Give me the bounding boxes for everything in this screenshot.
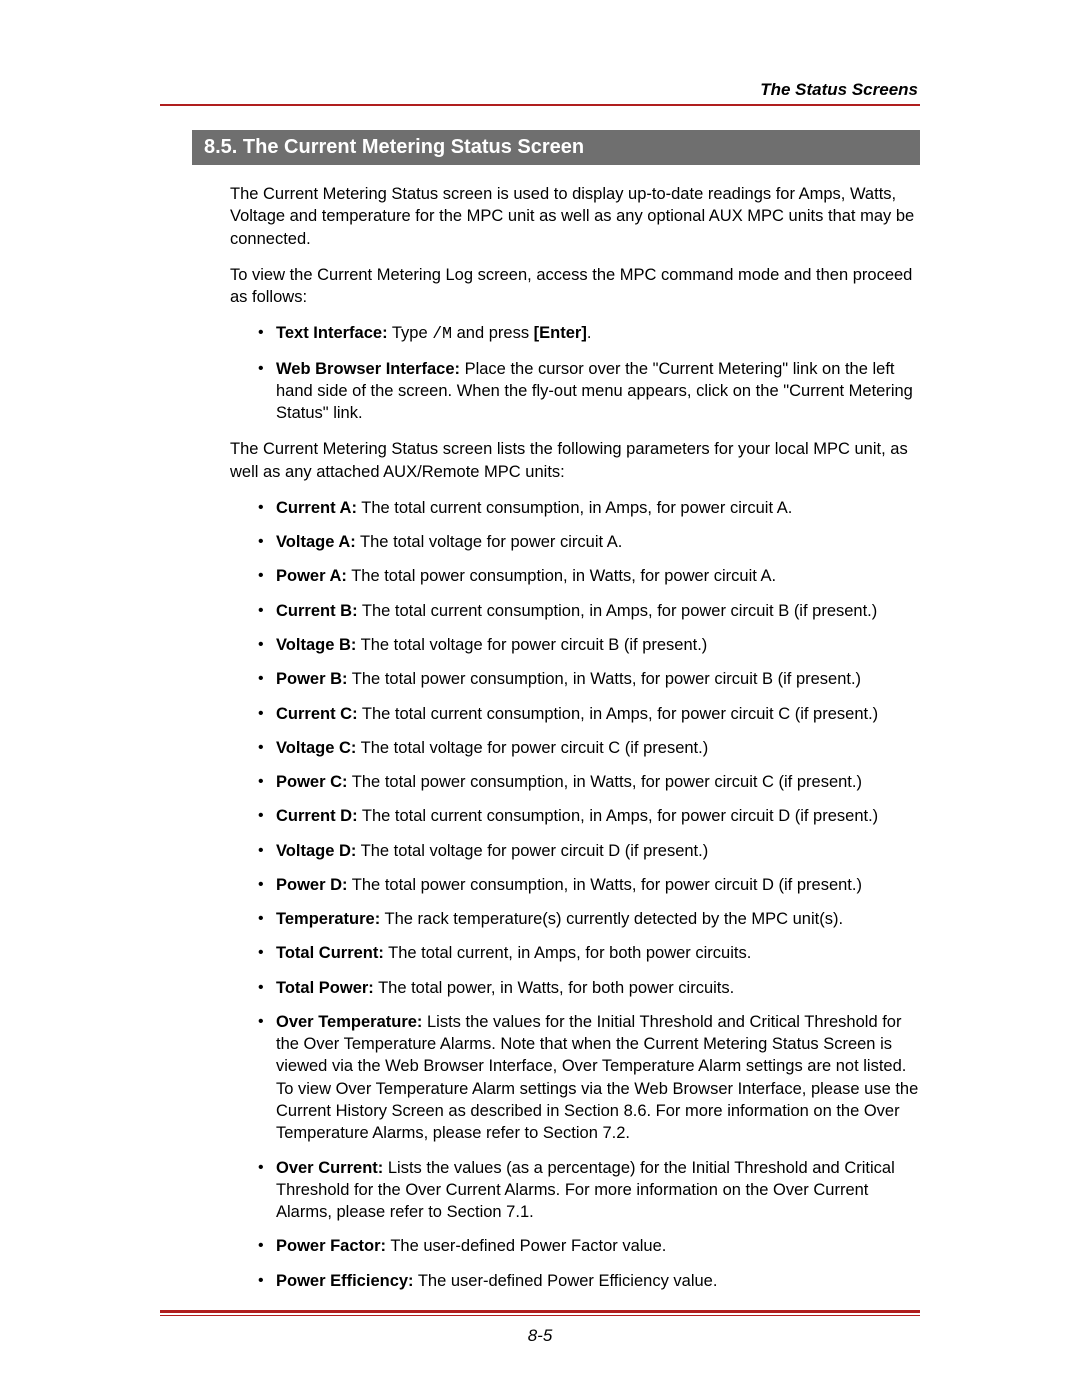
section-title: The Current Metering Status Screen [243,136,584,158]
bullet-text: The total power consumption, in Watts, f… [348,876,862,894]
list-item: Current D: The total current consumption… [258,805,920,827]
list-item: Voltage B: The total voltage for power c… [258,634,920,656]
bullet-label: Over Current: [276,1159,383,1177]
bullet-label: Total Current: [276,944,384,962]
list-item: Power D: The total power consumption, in… [258,874,920,896]
list-item: Power C: The total power consumption, in… [258,771,920,793]
list-item: Power Efficiency: The user-defined Power… [258,1270,920,1292]
list-item: Power B: The total power consumption, in… [258,668,920,690]
bullet-label: Power B: [276,670,348,688]
bullet-text: The total power, in Watts, for both powe… [374,979,734,997]
bottom-rule-inner [160,1315,920,1316]
bullet-text: The total voltage for power circuit B (i… [356,636,707,654]
code-text: /M [432,324,452,343]
section-heading-bar: 8.5. The Current Metering Status Screen [192,130,920,165]
section-number: 8.5. [204,136,237,158]
bullet-label: Power C: [276,773,348,791]
bullet-text: The rack temperature(s) currently detect… [380,910,843,928]
list-item: Current B: The total current consumption… [258,600,920,622]
bullet-text: The total power consumption, in Watts, f… [348,773,862,791]
bottom-rule-outer [160,1310,920,1313]
bullet-label: Text Interface: [276,324,388,342]
list-item: Over Current: Lists the values (as a per… [258,1157,920,1224]
bullet-label: Power D: [276,876,348,894]
interface-bullet-list: Text Interface: Type /M and press [Enter… [230,322,920,424]
bullet-label: Voltage B: [276,636,356,654]
bullet-text: The total voltage for power circuit C (i… [356,739,708,757]
page: The Status Screens 8.5. The Current Mete… [0,0,1080,1397]
bullet-text: The total voltage for power circuit D (i… [356,842,708,860]
list-item: Text Interface: Type /M and press [Enter… [258,322,920,345]
bullet-label: Voltage C: [276,739,356,757]
bullet-label: Power Efficiency: [276,1272,414,1290]
running-head: The Status Screens [160,80,920,100]
bullet-text: The total current consumption, in Amps, … [357,499,792,517]
bullet-label: Power A: [276,567,347,585]
intro-paragraph-2: To view the Current Metering Log screen,… [230,264,920,309]
list-item: Power A: The total power consumption, in… [258,565,920,587]
bullet-label: Temperature: [276,910,380,928]
list-item: Voltage C: The total voltage for power c… [258,737,920,759]
bullet-text: Lists the values for the Initial Thresho… [276,1013,918,1142]
bullet-label: Over Temperature: [276,1013,422,1031]
bullet-text: The total current consumption, in Amps, … [358,602,878,620]
bullet-label: Voltage D: [276,842,356,860]
bullet-text: . [587,324,592,342]
bullet-label: Web Browser Interface: [276,360,460,378]
list-item: Voltage A: The total voltage for power c… [258,531,920,553]
bullet-text: The total current consumption, in Amps, … [358,705,879,723]
list-item: Temperature: The rack temperature(s) cur… [258,908,920,930]
bullet-text: The user-defined Power Factor value. [386,1237,666,1255]
bullet-label: Current D: [276,807,358,825]
bullet-label: Current C: [276,705,358,723]
bullet-text: The user-defined Power Efficiency value. [414,1272,718,1290]
bullet-text: and press [452,324,534,342]
mid-paragraph: The Current Metering Status screen lists… [230,438,920,483]
list-item: Current C: The total current consumption… [258,703,920,725]
bullet-label: Voltage A: [276,533,356,551]
top-rule [160,104,920,106]
intro-paragraph-1: The Current Metering Status screen is us… [230,183,920,250]
list-item: Web Browser Interface: Place the cursor … [258,358,920,425]
bullet-label: Current A: [276,499,357,517]
list-item: Over Temperature: Lists the values for t… [258,1011,920,1145]
bullet-text: The total voltage for power circuit A. [356,533,623,551]
list-item: Power Factor: The user-defined Power Fac… [258,1235,920,1257]
list-item: Voltage D: The total voltage for power c… [258,840,920,862]
list-item: Current A: The total current consumption… [258,497,920,519]
bullet-label: Power Factor: [276,1237,386,1255]
bullet-text: Type [388,324,433,342]
bullet-text: The total current, in Amps, for both pow… [384,944,751,962]
bullet-text: The total current consumption, in Amps, … [358,807,879,825]
list-item: Total Current: The total current, in Amp… [258,942,920,964]
bold-tail: [Enter] [534,324,587,342]
content-block: The Current Metering Status screen is us… [230,183,920,1292]
bullet-text: The total power consumption, in Watts, f… [347,567,776,585]
parameter-bullet-list: Current A: The total current consumption… [230,497,920,1292]
bullet-label: Current B: [276,602,358,620]
bullet-label: Total Power: [276,979,374,997]
bullet-text: The total power consumption, in Watts, f… [348,670,862,688]
page-number: 8-5 [160,1326,920,1346]
list-item: Total Power: The total power, in Watts, … [258,977,920,999]
